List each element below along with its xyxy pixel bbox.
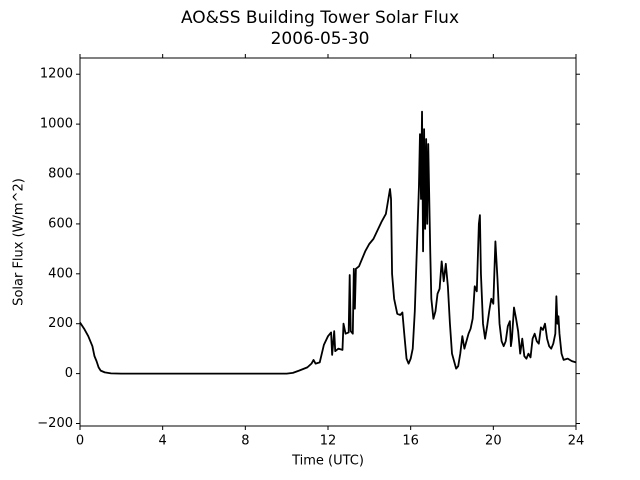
y-axis-label: Solar Flux (W/m^2) [12,178,27,306]
x-axis-label: Time (UTC) [291,454,364,469]
x-tick-label: 12 [320,434,337,449]
y-tick-label: 200 [48,316,73,331]
y-tick-label: 600 [48,216,73,231]
y-tick-label: −200 [37,416,73,431]
data-line [79,110,577,375]
x-tick-label: 0 [76,434,84,449]
y-tick-label: 400 [48,266,73,281]
chart-subtitle: 2006-05-30 [271,29,370,49]
y-tick-label: 1000 [40,117,73,132]
plot-frame [79,57,577,427]
x-tick-label: 20 [485,434,502,449]
x-tick-label: 8 [241,434,249,449]
y-tick-label: 0 [65,366,73,381]
y-tick-label: 800 [48,167,73,182]
x-tick-label: 16 [402,434,419,449]
y-tick-label: 1200 [40,67,73,82]
x-tick-label: 4 [159,434,167,449]
chart-title: AO&SS Building Tower Solar Flux [181,8,459,28]
x-tick-label: 24 [568,434,585,449]
